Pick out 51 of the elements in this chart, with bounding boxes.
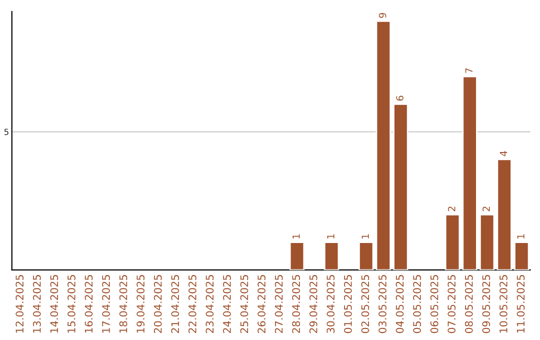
- bar: [496, 158, 512, 270]
- data-label: 6: [396, 96, 404, 101]
- data-label: 1: [362, 234, 369, 238]
- data-label: 1: [292, 234, 300, 238]
- x-tick-label: 23.04.2025: [206, 275, 214, 334]
- x-tick-label: 19.04.2025: [136, 275, 144, 333]
- x-tick-label: 27.04.2025: [274, 275, 283, 334]
- x-tick-label: 13.04.2025: [32, 275, 41, 333]
- x-tick-label: 02.05.2025: [361, 275, 370, 334]
- data-label: 2: [448, 206, 456, 212]
- bar: [514, 242, 530, 270]
- x-tick-label: 22.04.2025: [188, 275, 196, 334]
- x-tick-label: 24.04.2025: [223, 275, 231, 334]
- bar: [444, 214, 460, 270]
- x-tick-label: 18.04.2025: [119, 275, 128, 333]
- x-tick-label: 29.04.2025: [309, 275, 318, 334]
- x-tick-label: 30.04.2025: [326, 275, 335, 333]
- x-tick-label: 12.04.2025: [16, 275, 24, 333]
- x-tick-label: 14.04.2025: [50, 275, 58, 333]
- x-tick-label: 21.04.2025: [171, 275, 180, 334]
- x-tick-label: 28.04.2025: [292, 275, 300, 334]
- bar: [358, 242, 374, 270]
- x-tick-label: 03.05.2025: [378, 275, 386, 334]
- x-tick-label: 16.04.2025: [84, 275, 93, 333]
- bar: [289, 242, 305, 270]
- x-tick-label: 25.04.2025: [240, 275, 248, 334]
- data-label: 7: [465, 68, 472, 73]
- bar: [393, 103, 408, 270]
- x-tick-label: 01.05.2025: [344, 275, 352, 334]
- x-tick-label: 05.05.2025: [413, 275, 421, 334]
- data-label: 4: [500, 150, 508, 156]
- bar: [376, 20, 392, 270]
- data-label: 1: [517, 234, 524, 238]
- x-tick-label: 06.05.2025: [430, 275, 438, 334]
- data-label: 9: [378, 12, 386, 18]
- data-label: 2: [482, 206, 490, 212]
- x-tick-label: 09.05.2025: [482, 275, 490, 334]
- bar: [462, 76, 478, 270]
- bar: [479, 214, 495, 270]
- x-tick-label: 10.05.2025: [500, 275, 508, 333]
- x-tick-label: 17.04.2025: [102, 275, 110, 333]
- x-tick-label: 07.05.2025: [448, 275, 456, 334]
- data-label: 1: [327, 234, 334, 238]
- x-tick-label: 11.05.2025: [516, 275, 525, 333]
- x-tick-label: 08.05.2025: [464, 275, 473, 334]
- bar: [324, 242, 340, 270]
- y-tick-label: 5: [4, 128, 8, 136]
- x-tick-label: 20.04.2025: [154, 275, 162, 334]
- x-tick-label: 15.04.2025: [68, 275, 76, 333]
- x-tick-label: 04.05.2025: [396, 275, 404, 334]
- x-tick-label: 26.04.2025: [258, 275, 266, 334]
